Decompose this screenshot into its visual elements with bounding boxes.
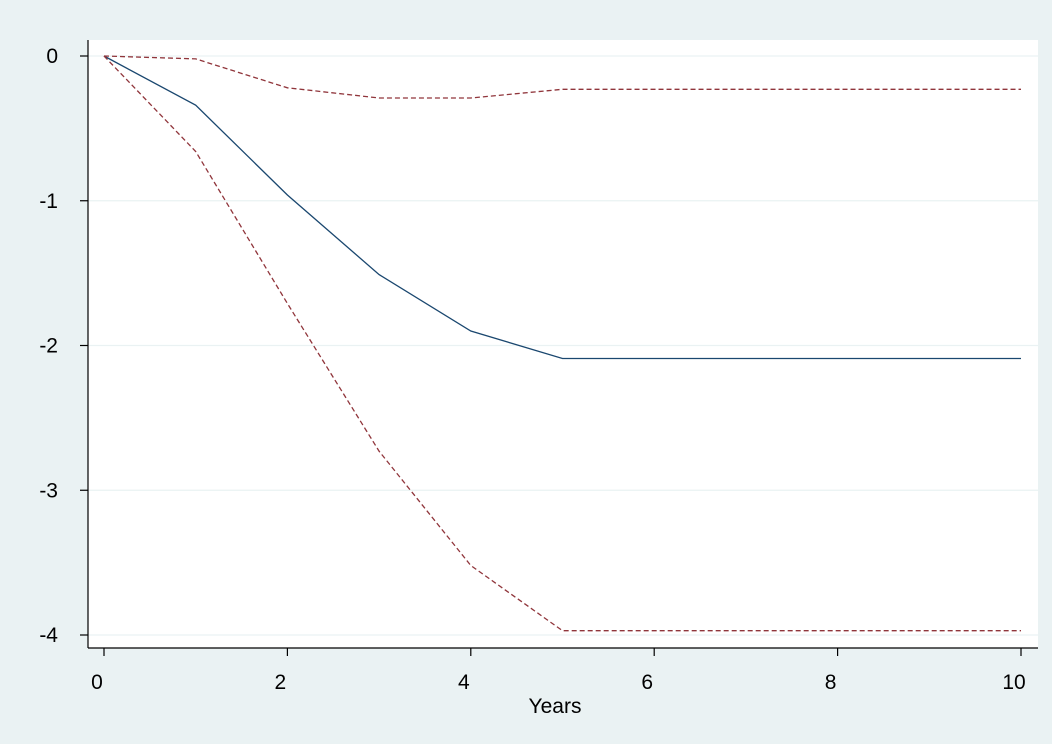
x-tick-label: 10 xyxy=(1002,671,1025,694)
series-line-upper-bound xyxy=(103,55,1021,99)
plot-area xyxy=(88,40,1038,648)
x-tick-label: 4 xyxy=(458,671,470,694)
y-tick-label: -3 xyxy=(39,479,58,502)
x-tick-label: 2 xyxy=(275,671,287,694)
series-layer xyxy=(103,55,1021,632)
x-tick-label: 6 xyxy=(641,671,653,694)
x-axis-title: Years xyxy=(529,695,582,718)
x-axis-ticks: 0 2 4 6 8 10 xyxy=(91,648,1026,694)
series-line-estimate xyxy=(103,55,1021,360)
y-tick-label: -1 xyxy=(39,190,58,213)
y-axis-ticks: 0 -1 -2 -3 -4 xyxy=(39,45,88,647)
series-line-lower-bound xyxy=(103,55,1021,632)
x-tick-label: 0 xyxy=(91,671,103,694)
x-tick-label: 8 xyxy=(825,671,837,694)
y-tick-label: -4 xyxy=(39,624,58,647)
y-tick-label: 0 xyxy=(46,45,58,68)
y-tick-label: -2 xyxy=(39,335,58,358)
gridlines xyxy=(88,55,1038,636)
